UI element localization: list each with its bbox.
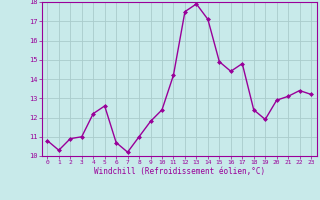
X-axis label: Windchill (Refroidissement éolien,°C): Windchill (Refroidissement éolien,°C) [94, 167, 265, 176]
